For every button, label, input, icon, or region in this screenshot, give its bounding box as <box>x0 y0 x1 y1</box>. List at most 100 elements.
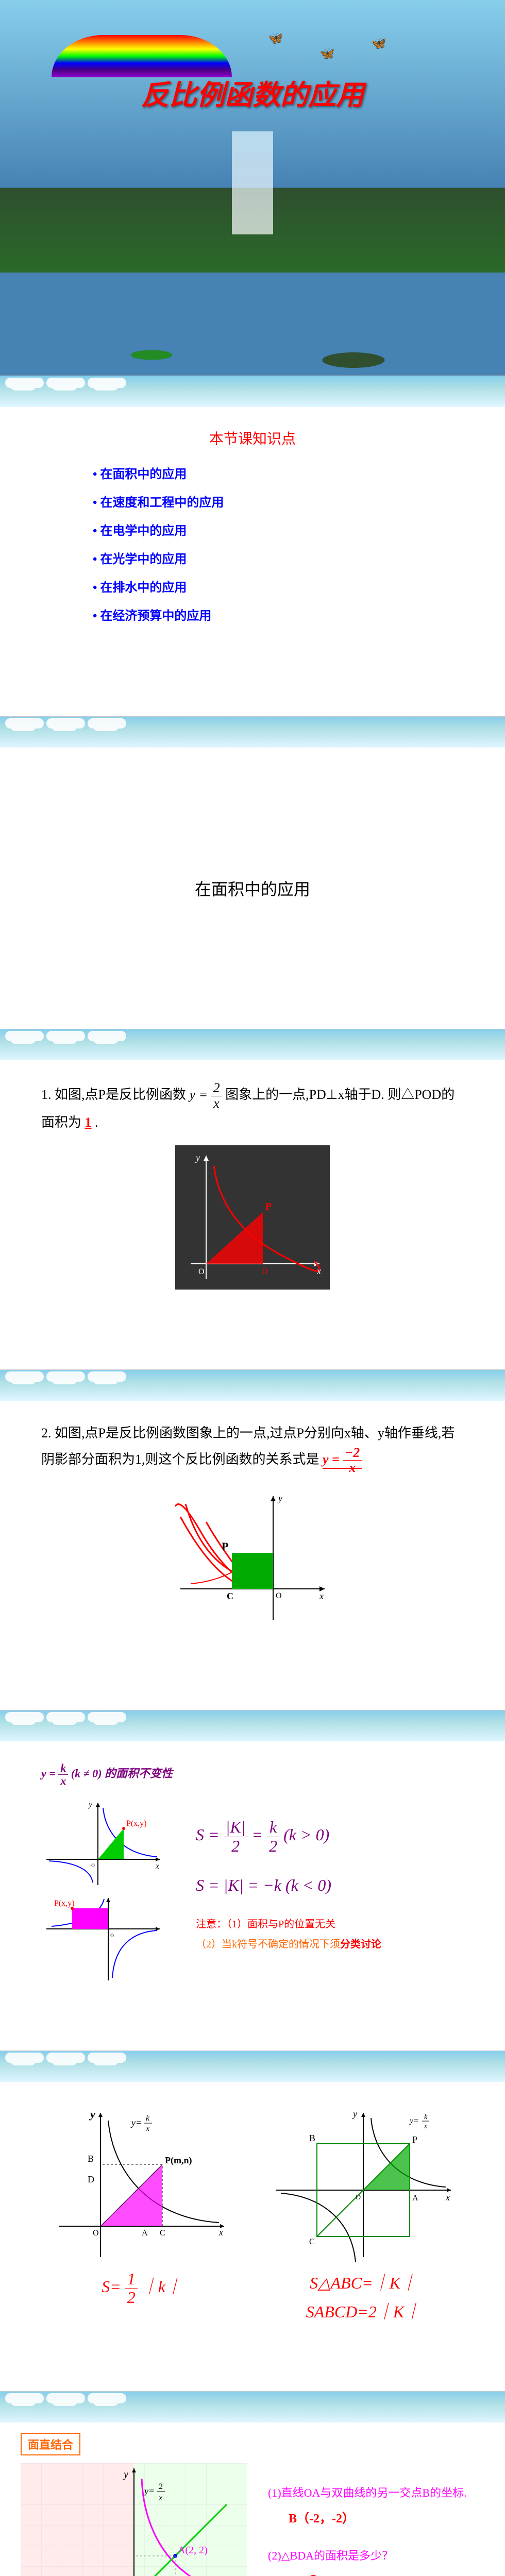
chart-left: P(m,n) B D O A C x y y= k x <box>49 2103 234 2267</box>
slide-problem-2: 2. 如图,点P是反比例函数图象上的一点,过点P分别向x轴、y轴作垂线,若阴影部… <box>0 1370 505 1710</box>
svg-text:x: x <box>445 2192 450 2202</box>
waterfall-graphic <box>232 131 273 234</box>
svg-text:P(x,y): P(x,y) <box>126 1819 147 1828</box>
svg-text:B: B <box>88 2154 94 2164</box>
answer: 1 <box>85 1115 92 1130</box>
chart-line-curve: y x O A(2, 2) B D y= 2 x <box>21 2463 247 2576</box>
svg-text:O: O <box>356 2194 361 2201</box>
knowledge-bullet: 在电学中的应用 <box>93 520 464 538</box>
box-label: 面直结合 <box>21 2433 80 2455</box>
text: 1. 如图,点P是反比例函数 <box>41 1087 189 1102</box>
svg-text:P: P <box>265 1201 272 1212</box>
formula-left: S= 12 ｜k｜ <box>41 2270 242 2307</box>
slide-header-sky <box>0 2392 505 2422</box>
svg-text:O: O <box>276 1591 282 1600</box>
knowledge-bullet: 在光学中的应用 <box>93 549 464 567</box>
svg-text:C: C <box>160 2229 165 2238</box>
answer: y = −2x <box>323 1452 362 1469</box>
section-title: 本节课知识点 <box>41 428 464 448</box>
slide-title: 🦋 🦋 🦋 反比例函数的应用 <box>0 0 505 376</box>
svg-text:y=: y= <box>143 2486 155 2496</box>
chart-problem-2: P C O x y <box>170 1486 335 1630</box>
answer-b: B（-2，-2） <box>289 2508 484 2526</box>
svg-text:y: y <box>277 1493 282 1503</box>
svg-text:D: D <box>88 2174 94 2184</box>
slide-header-sky <box>0 1029 505 1060</box>
question-2: (2)△BDA的面积是多少？ <box>268 2547 484 2563</box>
slide-header-sky <box>0 717 505 748</box>
svg-text:A(2, 2): A(2, 2) <box>178 2545 208 2556</box>
svg-text:o: o <box>91 1861 95 1869</box>
nature-background: 🦋 🦋 🦋 反比例函数的应用 <box>0 0 505 376</box>
formula-k-neg: S = |K| = −k (k < 0) <box>196 1876 464 1895</box>
svg-text:C: C <box>309 2238 315 2246</box>
svg-text:x: x <box>145 2124 149 2133</box>
problem-2-text: 2. 如图,点P是反比例函数图象上的一点,过点P分别向x轴、y轴作垂线,若阴影部… <box>41 1421 464 1476</box>
main-title: 反比例函数的应用 <box>141 72 364 113</box>
svg-text:x: x <box>158 2494 162 2502</box>
formula-k-pos: S = |K|2 = k2 (k > 0) <box>196 1818 464 1855</box>
knowledge-bullet: 在经济预算中的应用 <box>93 605 464 623</box>
slide-knowledge-points: 本节课知识点 在面积中的应用在速度和工程中的应用在电学中的应用在光学中的应用在排… <box>0 376 505 717</box>
problem-1-text: 1. 如图,点P是反比例函数 y = 2x 图象上的一点,PD⊥x轴于D. 则△… <box>41 1081 464 1135</box>
slide-header-sky <box>0 2051 505 2082</box>
svg-text:P(x,y): P(x,y) <box>54 1899 75 1908</box>
knowledge-bullet: 在速度和工程中的应用 <box>93 492 464 510</box>
rainbow-graphic <box>52 26 232 77</box>
chart-k-positive: P(x,y) o x y <box>41 1798 165 1890</box>
svg-text:A: A <box>142 2229 148 2238</box>
slide-header-sky <box>0 1710 505 1741</box>
svg-text:k: k <box>424 2113 428 2121</box>
svg-text:A: A <box>412 2194 418 2202</box>
slide-line-curve: 面直结合 <box>0 2392 505 2576</box>
svg-text:C: C <box>227 1591 233 1601</box>
note-1: 注意：（1）面积与P的位置无关 <box>196 1916 464 1930</box>
svg-text:y: y <box>352 2109 357 2119</box>
butterfly-icon: 🦋 <box>371 36 386 51</box>
butterfly-icon: 🦋 <box>268 31 283 46</box>
svg-text:P: P <box>222 1540 228 1553</box>
butterfly-icon: 🦋 <box>319 46 335 61</box>
svg-text:y=: y= <box>409 2116 419 2125</box>
svg-text:x: x <box>316 1266 321 1276</box>
svg-text:2: 2 <box>159 2482 163 2491</box>
knowledge-bullet: 在排水中的应用 <box>93 577 464 595</box>
svg-text:k: k <box>146 2114 150 2123</box>
subtitle: 在面积中的应用 <box>0 748 505 1029</box>
knowledge-bullet: 在面积中的应用 <box>93 464 464 482</box>
note-2: （2）当k符号不确定的情况下须分类讨论 <box>196 1936 464 1951</box>
question-1: (1)直线OA与双曲线的另一交点B的坐标. <box>268 2484 484 2500</box>
formula-right-2: SABCD=2｜K｜ <box>263 2299 464 2323</box>
slide-header-sky <box>0 1370 505 1401</box>
svg-text:y=: y= <box>130 2117 142 2128</box>
chart-k-negative: P(x,y) o <box>41 1893 165 1986</box>
svg-text:P: P <box>412 2134 417 2145</box>
formula: y = 2x <box>189 1087 225 1102</box>
svg-text:D: D <box>262 1267 268 1276</box>
svg-text:x: x <box>319 1591 324 1601</box>
slide-two-charts: P(m,n) B D O A C x y y= k x S= 12 ｜k｜ <box>0 2051 505 2392</box>
text: 2. 如图,点P是反比例函数图象上的一点,过点P分别向x轴、y轴作垂线,若阴影部… <box>41 1426 454 1467</box>
rocks-graphic <box>0 273 505 376</box>
svg-text:y: y <box>89 2108 95 2121</box>
svg-text:O: O <box>93 2229 99 2238</box>
slide-problem-1: 1. 如图,点P是反比例函数 y = 2x 图象上的一点,PD⊥x轴于D. 则△… <box>0 1029 505 1370</box>
svg-text:y: y <box>88 1800 93 1809</box>
svg-text:y: y <box>123 2469 128 2480</box>
answer-area: 8 <box>309 2571 484 2576</box>
svg-text:O: O <box>198 1267 205 1276</box>
formula-right-1: S△ABC=｜K｜ <box>263 2270 464 2294</box>
knowledge-bullet-list: 在面积中的应用在速度和工程中的应用在电学中的应用在光学中的应用在排水中的应用在经… <box>41 464 464 623</box>
slide-subtitle: 在面积中的应用 <box>0 717 505 1029</box>
svg-text:o: o <box>110 1931 114 1939</box>
svg-text:y: y <box>195 1153 200 1163</box>
invariance-title: y = kx (k ≠ 0) 的面积不变性 <box>41 1762 464 1787</box>
chart-right: B P A C O x y y= k x <box>265 2103 461 2267</box>
slide-header-sky <box>0 376 505 407</box>
chart-problem-1: P D O x y <box>175 1145 330 1290</box>
text: . <box>95 1115 98 1130</box>
slide-area-invariance: y = kx (k ≠ 0) 的面积不变性 P(x,y) o x y <box>0 1710 505 2051</box>
svg-text:x: x <box>155 1862 159 1871</box>
svg-text:P(m,n): P(m,n) <box>165 2155 192 2166</box>
svg-text:x: x <box>218 2227 223 2238</box>
